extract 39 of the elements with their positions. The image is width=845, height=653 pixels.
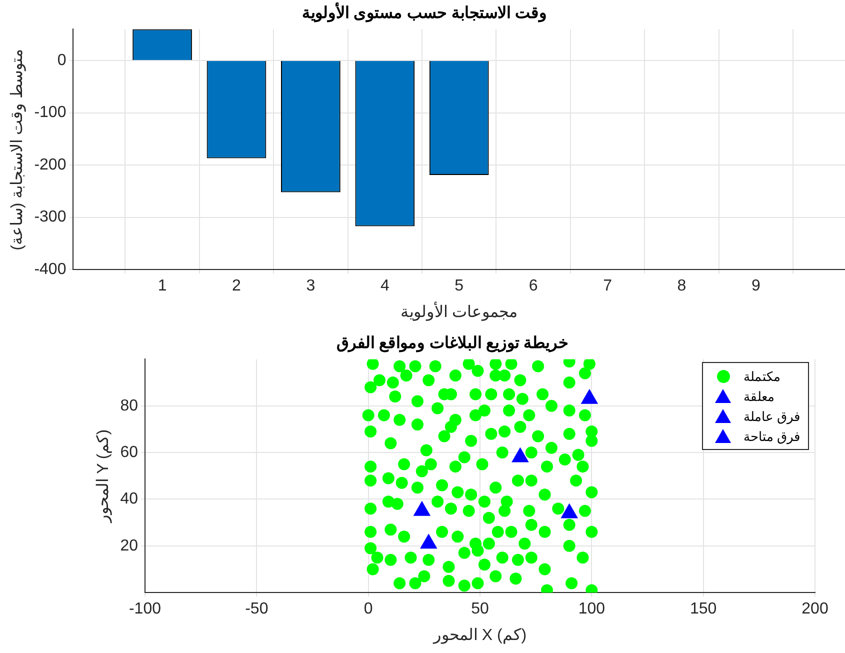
chart-title: خريطة توزيع البلاغات ومواقع الفرق [336,335,568,354]
x-tick-label: 8 [677,278,686,295]
point [580,388,598,404]
y-tick-label: -300 [34,208,66,226]
y-tick-label: 0 [57,52,66,69]
legend-label: فرق عاملة [743,408,800,424]
x-tick-label: 4 [380,278,390,295]
y-tick-label: -100 [34,104,66,122]
legend-label: مكتملة [743,368,780,384]
legend-label: فرق متاحة [743,428,800,444]
x-tick-label: 150 [690,600,717,618]
x-tick-label: -50 [245,600,268,618]
y-tick-label: 40 [120,490,138,508]
x-tick-label: 6 [528,278,538,295]
y-axis-title: المحور Y (كم) [95,429,112,524]
x-tick-label: 50 [471,600,489,618]
x-tick-label: 3 [306,278,316,295]
chart-title: وقت الاستجابة حسب مستوى الأولوية [302,2,547,24]
y-tick-label: -400 [34,261,66,278]
x-tick-label: 0 [364,600,373,618]
point [420,534,438,549]
x-axis-title: المحور X (كم) [432,626,527,644]
x-tick-label: 100 [578,600,606,618]
x-tick-label: 2 [232,278,242,295]
y-tick-label: 80 [120,397,138,414]
x-tick-label: 1 [158,278,167,295]
point [512,447,529,462]
y-tick-label: 60 [120,444,138,461]
x-tick-label: 200 [802,600,828,618]
x-tick-label: 5 [454,278,464,295]
legend-label: معلقة [743,388,774,404]
y-tick-label: -200 [34,156,66,174]
point [413,500,431,516]
x-tick-label: 7 [603,278,612,295]
y-axis-title: متوسط وقت الاستجابة (ساعة) [9,48,26,250]
point [560,503,578,518]
x-tick-label: 9 [751,278,760,295]
x-axis-title: مجموعات الأولوية [400,302,518,321]
y-tick-label: 20 [120,537,138,554]
